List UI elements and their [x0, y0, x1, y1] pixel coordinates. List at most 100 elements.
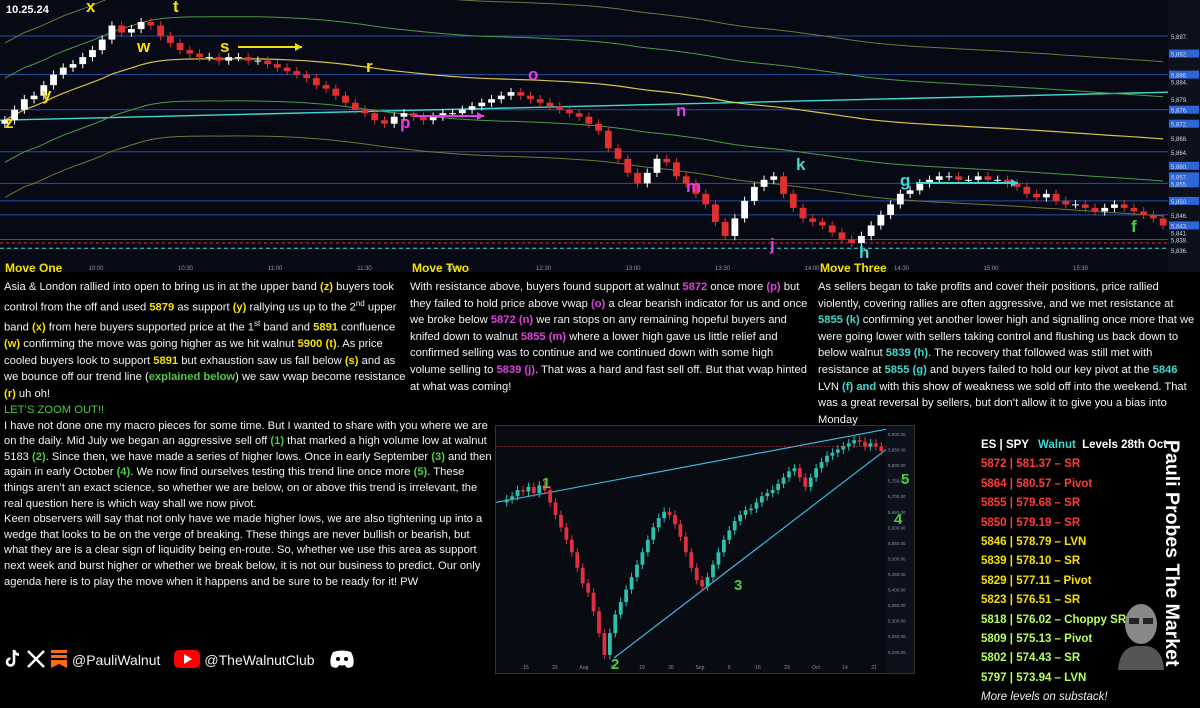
candle-body — [906, 190, 914, 194]
candle-body — [283, 67, 291, 72]
text-run: that marked a high volume low at walnut … — [4, 435, 487, 463]
candle-body — [614, 148, 622, 159]
daily-candle-body — [819, 462, 824, 469]
annotation-label: j — [769, 235, 775, 254]
lower-trend-line — [613, 449, 887, 659]
vwap-band — [4, 135, 1164, 217]
text-run: ) we saw vwap become resistance — [235, 371, 406, 384]
daily-candle-body — [537, 485, 542, 494]
daily-x-tick: Sep — [696, 665, 705, 671]
candle-body — [273, 64, 281, 68]
zoom-out-text: LET’S ZOOM OUT!! I have not done one my … — [4, 403, 492, 590]
price-label-bg — [1169, 70, 1199, 79]
text-run: I have not done one my macro pieces for … — [4, 419, 488, 448]
price-label-bg — [1169, 49, 1199, 58]
text-run: and buyers failed to hold our key pivot … — [926, 363, 1153, 376]
daily-candle-body — [873, 443, 878, 447]
social-handle-youtube[interactable]: @TheWalnutClub — [204, 652, 315, 668]
candle-body — [205, 57, 213, 59]
tiktok-icon[interactable] — [4, 649, 22, 672]
level-row: 5850 | 579.19 – SR — [981, 516, 1081, 529]
highlight-run: 5900 (t) — [297, 338, 337, 351]
y-tick-label: 5,836. — [1171, 249, 1188, 255]
daily-candle-body — [645, 539, 650, 553]
y-tick-label: 5,841. — [1171, 231, 1188, 237]
candle-body — [896, 193, 904, 205]
avatar — [1118, 604, 1164, 670]
text-run: buyers took control from the off and use… — [4, 281, 394, 314]
daily-candle-body — [792, 468, 797, 472]
candle-body — [848, 239, 856, 243]
candle-body — [166, 36, 174, 44]
candle-body — [711, 204, 719, 222]
daily-candle-body — [575, 552, 580, 568]
daily-candle-body — [559, 514, 563, 528]
annotation-label: o — [528, 65, 538, 84]
daily-candle-body — [689, 552, 694, 568]
text-run: As sellers began to take profits and cov… — [818, 281, 1174, 310]
arrow-head — [477, 112, 484, 120]
candle-body — [59, 67, 67, 75]
daily-candle-body — [835, 449, 840, 453]
candle-body — [108, 25, 116, 40]
y-tick-label: 5,855. — [1171, 182, 1188, 188]
daily-annotation-label: 4 — [894, 511, 903, 528]
candle-body — [1159, 218, 1167, 226]
discord-icon[interactable] — [329, 649, 355, 672]
text-run: confluence — [338, 321, 396, 334]
candle-body — [536, 99, 544, 103]
candle-body — [293, 71, 301, 75]
candle-body — [945, 176, 953, 178]
daily-y-tick: 5,400.00 — [888, 588, 906, 593]
x-icon[interactable] — [26, 649, 46, 672]
youtube-icon[interactable] — [174, 649, 201, 671]
daily-y-axis-bg — [886, 426, 914, 673]
daily-candle-body — [711, 564, 715, 578]
levels-header-walnut: Walnut — [1037, 439, 1076, 451]
candle-body — [935, 176, 943, 180]
daily-annotation-label: 2 — [611, 656, 619, 673]
y-tick-label: 5,864. — [1171, 151, 1188, 157]
social-handle-x[interactable]: @PauliWalnut — [72, 652, 161, 668]
daily-candle-body — [651, 527, 656, 540]
text-run: as support — [174, 301, 233, 314]
candle-body — [789, 193, 797, 208]
daily-candle-body — [803, 477, 808, 487]
y-tick-label: 5,892. — [1171, 53, 1188, 59]
highlight-run: (4) — [116, 466, 131, 479]
vwap-band — [4, 0, 1164, 63]
text-run: and as we bounce off our trend line ( — [4, 354, 396, 384]
candle-body — [653, 158, 661, 173]
text-run: rallying us up to the 2 — [246, 301, 356, 314]
candle-body — [682, 176, 690, 184]
daily-chart: 5,900.00 5,850.00 5,800.00 5,750.00 5,700.00… — [495, 425, 915, 674]
y-tick-label: 5,897. — [1171, 35, 1188, 41]
candle-body — [1149, 214, 1157, 219]
candle-body — [390, 116, 398, 124]
highlight-run: (2) — [32, 450, 46, 463]
candle-body — [663, 158, 671, 163]
move-two-title: Move Two — [412, 261, 470, 275]
daily-candle-body — [868, 443, 873, 447]
x-tick-label: 11:30 — [357, 266, 372, 272]
daily-candle-body — [635, 564, 639, 578]
substack-icon[interactable] — [50, 649, 68, 672]
daily-candle-body — [754, 502, 759, 509]
candle-body — [507, 92, 515, 96]
daily-candle-body — [553, 502, 558, 515]
candle-body — [488, 99, 495, 103]
candle-body — [1111, 204, 1118, 208]
highlight-run: (f) and — [842, 380, 877, 393]
candle-body — [196, 53, 203, 58]
candle-body — [50, 74, 57, 86]
candle-body — [595, 123, 603, 131]
candle-body — [1003, 179, 1011, 184]
annotation-label: x — [86, 0, 96, 16]
annotation-label: h — [859, 243, 869, 262]
daily-candle-body — [857, 440, 862, 442]
arrow-head — [295, 43, 302, 51]
candle-body — [1091, 207, 1099, 212]
sidebar-title: Pauli Probes The Market — [1161, 440, 1183, 667]
text-run: band and — [260, 321, 314, 334]
y-tick-label: 5,860. — [1171, 165, 1188, 171]
